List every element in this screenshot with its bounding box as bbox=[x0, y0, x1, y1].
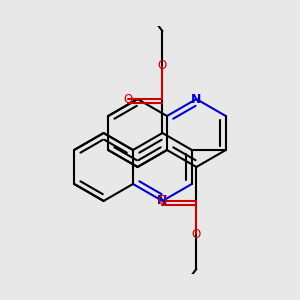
Text: N: N bbox=[157, 194, 168, 208]
Text: O: O bbox=[158, 58, 167, 72]
Text: O: O bbox=[124, 92, 133, 106]
Text: O: O bbox=[192, 228, 201, 242]
Text: N: N bbox=[191, 92, 202, 106]
Text: O: O bbox=[158, 194, 167, 208]
